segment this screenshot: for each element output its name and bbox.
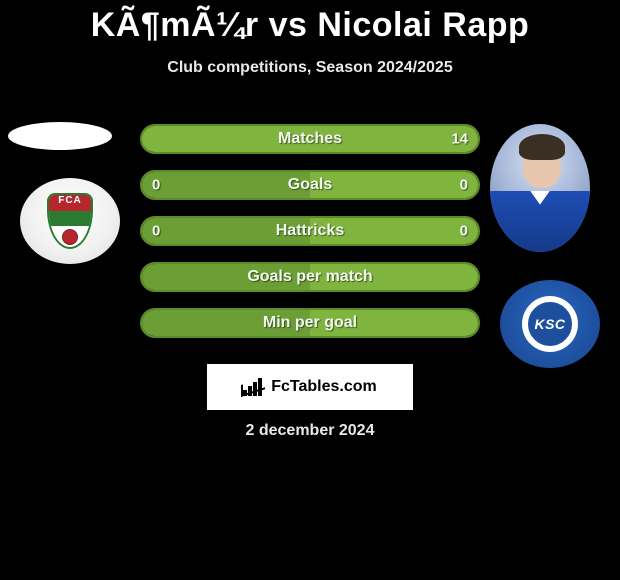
player2-club-badge: KSC bbox=[500, 280, 600, 368]
stat-bars: Matches14 Goals00 Hattricks00 Goals per mat… bbox=[140, 124, 480, 354]
club2-code: KSC bbox=[528, 302, 572, 346]
player2-photo bbox=[490, 124, 590, 252]
stat-bar-right-fill bbox=[310, 218, 478, 244]
stat-bar-left-fill bbox=[142, 264, 312, 290]
subtitle: Club competitions, Season 2024/2025 bbox=[0, 59, 620, 77]
stat-bar-right-fill bbox=[142, 126, 478, 152]
stat-bar-left-fill bbox=[142, 218, 312, 244]
stat-bar: Min per goal bbox=[140, 308, 480, 338]
stat-bar-right-fill bbox=[310, 172, 478, 198]
stat-bar-right-fill bbox=[310, 264, 478, 290]
comparison-card: KÃ¶mÃ¼r vs Nicolai Rapp Club competition… bbox=[0, 0, 620, 580]
ksc-badge-icon: KSC bbox=[522, 296, 578, 352]
page-title: KÃ¶mÃ¼r vs Nicolai Rapp bbox=[0, 0, 620, 45]
stat-bar-right-fill bbox=[310, 310, 478, 336]
branding-box[interactable]: FcTables.com bbox=[207, 364, 413, 410]
branding-text: FcTables.com bbox=[271, 378, 377, 396]
stat-bar-left-fill bbox=[142, 310, 312, 336]
stat-bar: Hattricks00 bbox=[140, 216, 480, 246]
date-label: 2 december 2024 bbox=[0, 422, 620, 440]
stat-bar: Matches14 bbox=[140, 124, 480, 154]
stat-bar-left-fill bbox=[142, 172, 312, 198]
club1-code: FCA bbox=[47, 195, 93, 206]
fca-shield-icon: FCA bbox=[47, 193, 93, 249]
stat-bar: Goals per match bbox=[140, 262, 480, 292]
stat-bar: Goals00 bbox=[140, 170, 480, 200]
player1-photo bbox=[8, 122, 112, 150]
chart-icon bbox=[243, 378, 265, 396]
player1-club-badge: FCA bbox=[20, 178, 120, 264]
